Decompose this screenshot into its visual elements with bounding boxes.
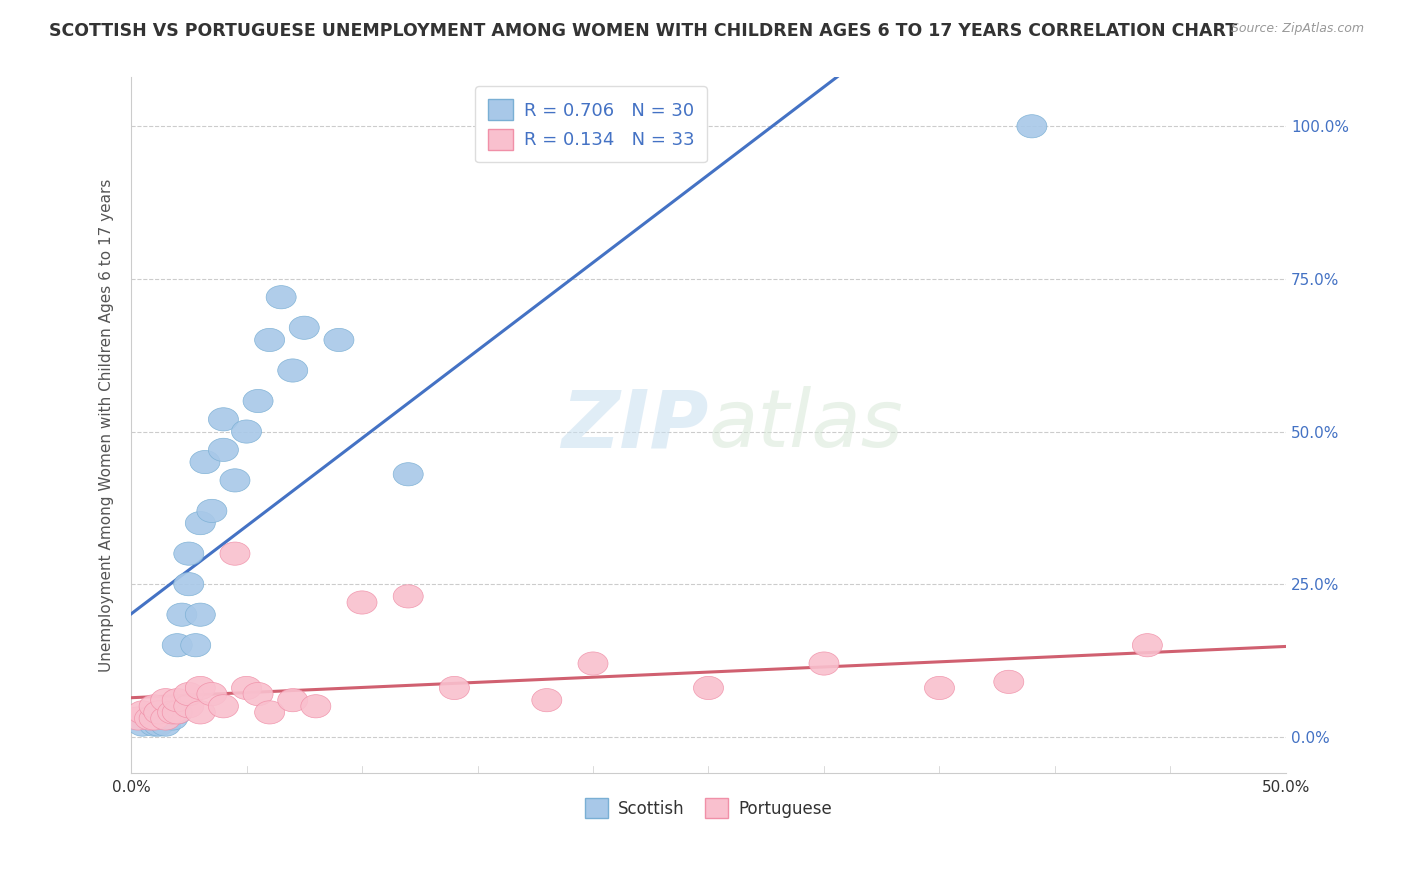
Ellipse shape bbox=[150, 701, 181, 724]
Ellipse shape bbox=[243, 682, 273, 706]
Ellipse shape bbox=[578, 652, 607, 675]
Ellipse shape bbox=[394, 585, 423, 608]
Ellipse shape bbox=[135, 706, 165, 730]
Ellipse shape bbox=[197, 500, 226, 523]
Ellipse shape bbox=[186, 676, 215, 699]
Ellipse shape bbox=[139, 695, 169, 718]
Ellipse shape bbox=[394, 463, 423, 486]
Ellipse shape bbox=[190, 450, 219, 474]
Text: Source: ZipAtlas.com: Source: ZipAtlas.com bbox=[1230, 22, 1364, 36]
Ellipse shape bbox=[208, 695, 239, 718]
Ellipse shape bbox=[167, 603, 197, 626]
Ellipse shape bbox=[122, 706, 153, 730]
Ellipse shape bbox=[139, 706, 169, 730]
Text: atlas: atlas bbox=[709, 386, 903, 465]
Ellipse shape bbox=[347, 591, 377, 614]
Ellipse shape bbox=[139, 713, 169, 736]
Y-axis label: Unemployment Among Women with Children Ages 6 to 17 years: Unemployment Among Women with Children A… bbox=[100, 178, 114, 673]
Ellipse shape bbox=[254, 701, 284, 724]
Ellipse shape bbox=[150, 713, 181, 736]
Ellipse shape bbox=[254, 328, 284, 351]
Ellipse shape bbox=[157, 706, 187, 730]
Ellipse shape bbox=[162, 701, 193, 724]
Ellipse shape bbox=[157, 701, 187, 724]
Ellipse shape bbox=[1017, 115, 1047, 138]
Ellipse shape bbox=[232, 420, 262, 443]
Ellipse shape bbox=[162, 633, 193, 657]
Ellipse shape bbox=[531, 689, 562, 712]
Ellipse shape bbox=[1132, 633, 1163, 657]
Ellipse shape bbox=[186, 603, 215, 626]
Ellipse shape bbox=[243, 390, 273, 413]
Ellipse shape bbox=[219, 542, 250, 566]
Ellipse shape bbox=[174, 542, 204, 566]
Ellipse shape bbox=[162, 689, 193, 712]
Ellipse shape bbox=[128, 713, 157, 736]
Ellipse shape bbox=[150, 689, 181, 712]
Ellipse shape bbox=[232, 676, 262, 699]
Ellipse shape bbox=[578, 133, 607, 156]
Ellipse shape bbox=[693, 676, 724, 699]
Ellipse shape bbox=[128, 701, 157, 724]
Ellipse shape bbox=[219, 469, 250, 492]
Ellipse shape bbox=[925, 676, 955, 699]
Ellipse shape bbox=[186, 511, 215, 534]
Ellipse shape bbox=[143, 701, 174, 724]
Ellipse shape bbox=[208, 408, 239, 431]
Text: SCOTTISH VS PORTUGUESE UNEMPLOYMENT AMONG WOMEN WITH CHILDREN AGES 6 TO 17 YEARS: SCOTTISH VS PORTUGUESE UNEMPLOYMENT AMON… bbox=[49, 22, 1237, 40]
Ellipse shape bbox=[174, 573, 204, 596]
Ellipse shape bbox=[139, 706, 169, 730]
Text: ZIP: ZIP bbox=[561, 386, 709, 465]
Ellipse shape bbox=[162, 701, 193, 724]
Ellipse shape bbox=[181, 633, 211, 657]
Ellipse shape bbox=[440, 676, 470, 699]
Ellipse shape bbox=[197, 682, 226, 706]
Ellipse shape bbox=[150, 706, 181, 730]
Ellipse shape bbox=[208, 438, 239, 461]
Ellipse shape bbox=[301, 695, 330, 718]
Ellipse shape bbox=[266, 285, 297, 309]
Ellipse shape bbox=[143, 713, 174, 736]
Ellipse shape bbox=[278, 689, 308, 712]
Ellipse shape bbox=[278, 359, 308, 382]
Ellipse shape bbox=[994, 670, 1024, 693]
Ellipse shape bbox=[323, 328, 354, 351]
Text: 50.0%: 50.0% bbox=[1261, 780, 1310, 795]
Ellipse shape bbox=[174, 682, 204, 706]
Ellipse shape bbox=[186, 701, 215, 724]
Text: 0.0%: 0.0% bbox=[111, 780, 150, 795]
Ellipse shape bbox=[808, 652, 839, 675]
Ellipse shape bbox=[174, 695, 204, 718]
Ellipse shape bbox=[290, 316, 319, 339]
Legend: Scottish, Portuguese: Scottish, Portuguese bbox=[578, 792, 839, 824]
